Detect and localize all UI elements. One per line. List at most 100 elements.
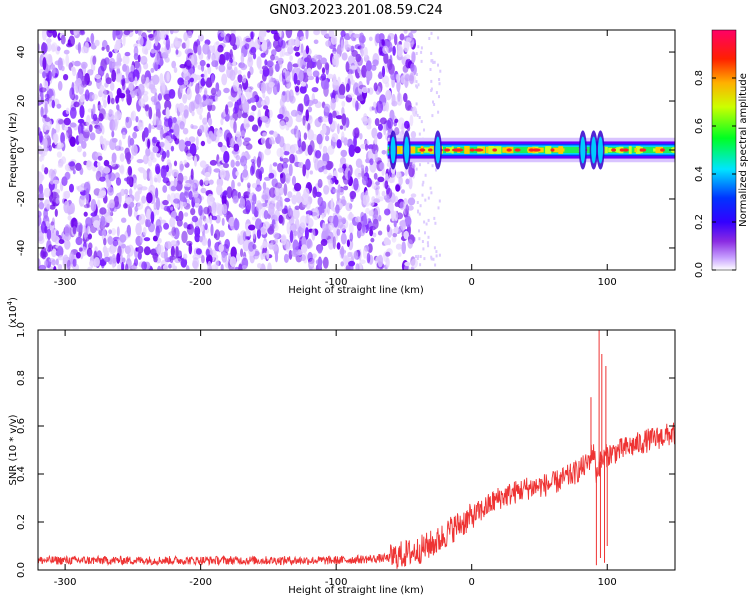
spectrogram-x-ticks: -300 -200 -100 0 100 — [54, 30, 617, 288]
spectrogram-cell — [252, 227, 256, 240]
spectrogram-cell — [110, 82, 115, 91]
band-fleck — [486, 146, 490, 154]
spectrogram-cell — [420, 50, 423, 54]
spectrogram-cell — [211, 215, 218, 221]
spectrogram-cell — [195, 248, 202, 255]
spectrogram-cell — [113, 118, 118, 131]
spectrogram-cell — [276, 200, 283, 212]
spectrogram-cell — [378, 214, 382, 222]
spectrogram-cell — [337, 184, 341, 194]
spectrogram-cell — [134, 30, 139, 34]
spectrogram-cell — [57, 80, 63, 91]
spectrogram-cell — [278, 30, 283, 38]
spectrogram-cell — [306, 54, 312, 63]
spectrogram-cell — [121, 257, 126, 264]
spectrogram-cell — [105, 77, 112, 85]
spectrogram-cell — [336, 228, 341, 236]
spectrogram-cell — [137, 122, 144, 131]
spectrogram-cell — [386, 162, 391, 168]
spectrogram-cell — [295, 116, 303, 123]
spectrogram-cell — [240, 130, 246, 137]
spectrogram-cell — [93, 220, 100, 228]
spectrogram-cell — [421, 240, 424, 243]
spectrogram-cell — [226, 61, 233, 71]
spectrogram-cell — [260, 52, 266, 58]
spectrogram-cell — [169, 217, 176, 228]
spectrogram-cell — [216, 184, 223, 196]
spectrogram-cell — [315, 75, 319, 84]
spectrogram-cell — [343, 137, 348, 146]
spectrogram-cell — [155, 52, 161, 65]
spectrogram-cell — [86, 160, 93, 171]
band-peak — [532, 148, 541, 152]
spectrogram-cell — [129, 201, 135, 208]
spectrogram-cell — [51, 99, 55, 109]
spectrogram-cell — [103, 166, 111, 174]
spectrogram-cell — [419, 204, 422, 208]
spectrogram-cell — [152, 74, 160, 85]
spectrogram-cell — [86, 247, 93, 257]
spectrogram-cell — [242, 169, 249, 178]
spectrogram-cell — [184, 140, 192, 147]
spectrogram-cell — [105, 215, 113, 224]
spectrogram-cell — [80, 61, 88, 69]
band-burst — [597, 136, 603, 164]
spectrogram-cell — [121, 261, 125, 270]
spectrogram-cell — [325, 160, 333, 171]
spectrogram-cell — [430, 51, 433, 55]
spectrogram-cell — [426, 241, 429, 245]
spectrogram-cell — [75, 94, 79, 100]
spectrogram-cell — [407, 239, 414, 249]
band-fleck — [634, 148, 638, 153]
spectrogram-cell — [75, 162, 82, 171]
spectrogram-cell — [384, 208, 391, 216]
spectrogram-cell — [318, 116, 324, 123]
spectrogram-cell — [242, 238, 250, 252]
spectrogram-cell — [418, 116, 421, 119]
spectrogram-cell — [332, 73, 337, 84]
spectrogram-cell — [256, 228, 261, 239]
spectrogram-cell — [92, 103, 96, 116]
spectrogram-cell — [77, 185, 85, 193]
spectrogram-cell — [180, 257, 188, 268]
spectrogram-cell — [243, 117, 250, 130]
spectrogram-cell — [381, 190, 386, 197]
spectrogram-cell — [199, 59, 206, 67]
spectrogram-cell — [199, 236, 203, 243]
spectrogram-cell — [90, 199, 97, 212]
spectrogram-cell — [337, 167, 344, 173]
spectrogram-cell — [251, 201, 255, 215]
spectrogram-cell — [361, 222, 366, 234]
spectrogram-cell — [307, 129, 315, 141]
spectrogram-cell — [200, 77, 206, 87]
spectrogram-cell — [285, 30, 293, 39]
spectrogram-cell — [170, 185, 177, 192]
spectrogram-cell — [240, 52, 245, 64]
spectrogram-cell — [217, 141, 223, 148]
spectrogram-cell — [155, 187, 159, 199]
spectrogram-cell — [272, 232, 280, 239]
spectrogram-cell — [298, 103, 304, 113]
spectrogram-cell — [64, 171, 71, 180]
spectrogram-cell — [410, 258, 418, 269]
spectrogram-cell — [153, 202, 158, 210]
spectrogram-cell — [353, 250, 359, 260]
spectrogram-cell — [79, 105, 85, 119]
spectrogram-cell — [187, 30, 193, 39]
spectrogram-cell — [286, 83, 292, 88]
spectrogram-cell — [274, 187, 280, 197]
spectrogram-cell — [375, 100, 384, 114]
spectrogram-cell — [409, 71, 415, 85]
spectrogram-cell — [178, 139, 186, 152]
spectrogram-cell — [435, 168, 437, 172]
spectrogram-cell — [97, 161, 101, 167]
spectrogram-cell — [170, 245, 175, 258]
spectrogram-cell — [77, 118, 85, 124]
spectrogram-cell — [186, 153, 193, 161]
spectrogram-cell — [291, 249, 299, 257]
spectrogram-cell — [170, 240, 177, 245]
spectrogram-cell — [353, 33, 360, 39]
spectrogram-cell — [158, 244, 164, 254]
spectrogram-cell — [52, 179, 60, 185]
spectrogram-cell — [258, 65, 263, 71]
